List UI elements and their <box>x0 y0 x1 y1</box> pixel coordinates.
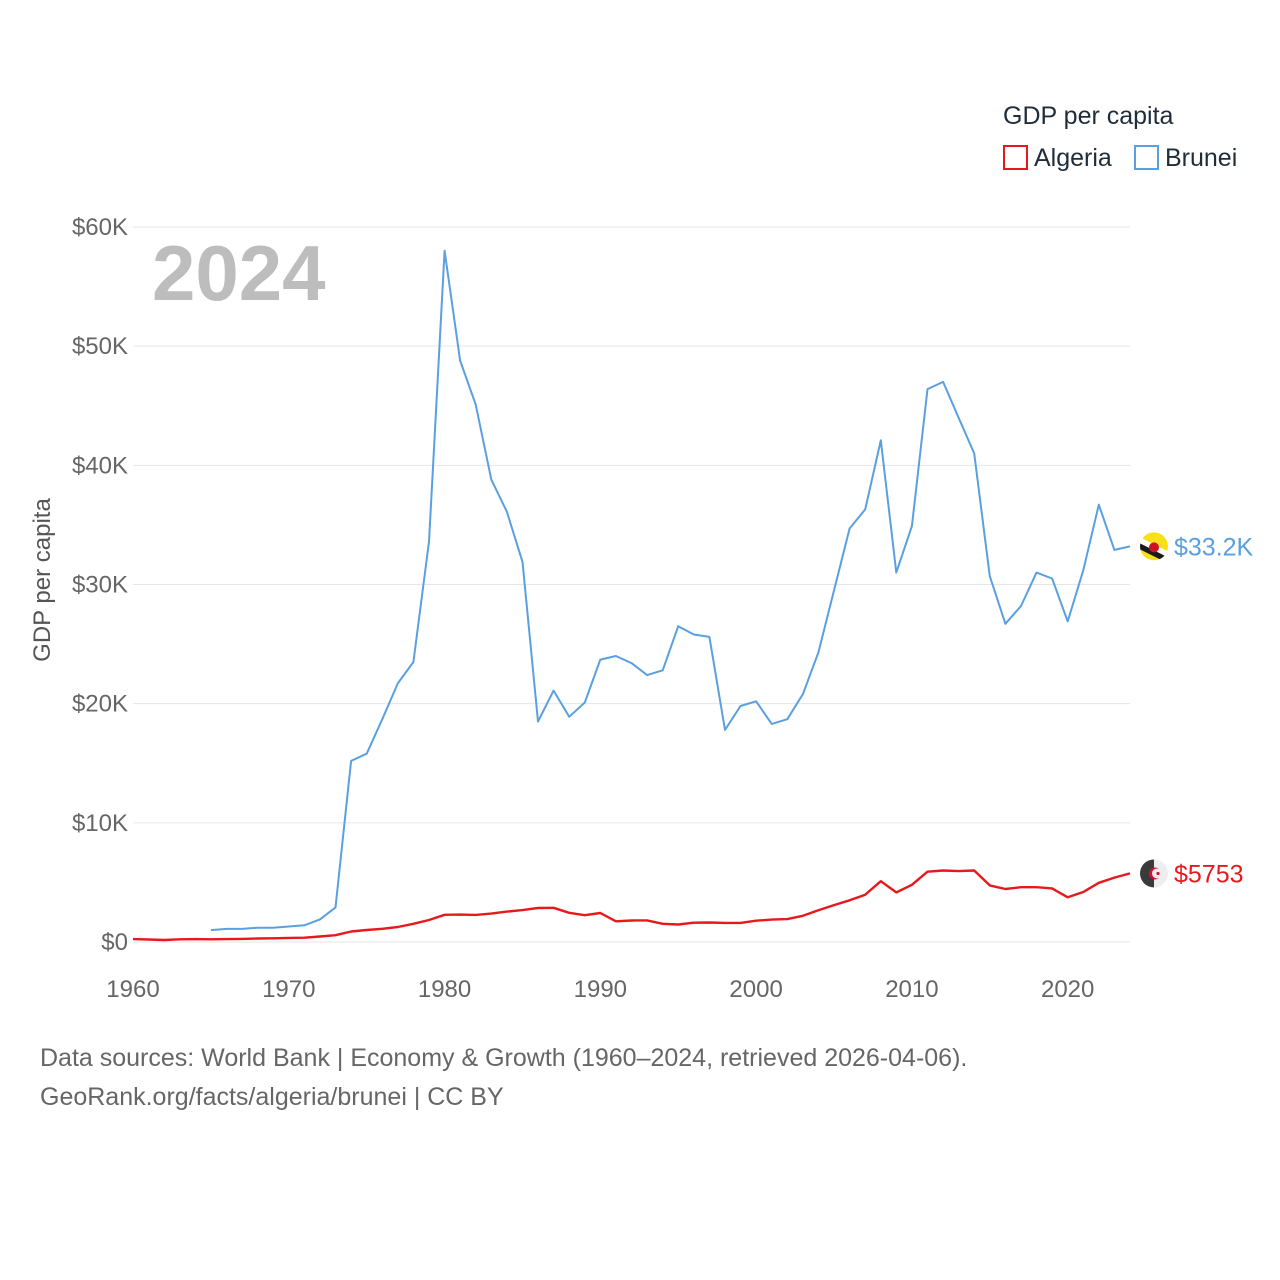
algeria-flag-icon <box>1140 859 1168 888</box>
x-tick-label: 2020 <box>1041 976 1094 1003</box>
x-tick-label: 2010 <box>885 976 938 1003</box>
y-tick-label: $60K <box>72 214 128 241</box>
legend-label-brunei: Brunei <box>1165 144 1237 172</box>
legend-title: GDP per capita <box>1003 102 1174 130</box>
y-tick-label: $30K <box>72 572 128 599</box>
x-axis-ticks: 1960 1970 1980 1990 2000 2010 2020 <box>106 976 1094 1003</box>
series-line-algeria <box>132 869 1131 942</box>
y-tick-label: $10K <box>72 810 128 837</box>
x-tick-label: 1990 <box>574 976 627 1003</box>
y-tick-label: $0 <box>101 929 128 956</box>
year-overlay: 2024 <box>152 229 326 317</box>
legend-swatch-brunei <box>1134 145 1159 170</box>
series-line-brunei <box>210 249 1131 932</box>
gridlines <box>133 226 1130 943</box>
y-tick-label: $40K <box>72 452 128 479</box>
footer-credit: GeoRank.org/facts/algeria/brunei | CC BY <box>40 1083 504 1111</box>
x-tick-label: 1980 <box>418 976 471 1003</box>
footer-sources: Data sources: World Bank | Economy & Gro… <box>40 1044 968 1072</box>
brunei-end-label: $33.2K <box>1174 533 1254 561</box>
algeria-end-label: $5753 <box>1174 860 1244 888</box>
legend: GDP per capita Algeria Brunei <box>1003 102 1237 172</box>
series-lines <box>132 249 1131 942</box>
legend-label-algeria: Algeria <box>1034 144 1112 172</box>
x-tick-label: 2000 <box>729 976 782 1003</box>
y-axis-label: GDP per capita <box>29 498 56 662</box>
y-tick-label: $20K <box>72 691 128 718</box>
x-tick-label: 1970 <box>262 976 315 1003</box>
y-tick-label: $50K <box>72 333 128 360</box>
y-axis-ticks: $0 $10K $20K $30K $40K $50K $60K <box>72 214 128 956</box>
x-tick-label: 1960 <box>106 976 159 1003</box>
legend-swatch-algeria <box>1003 145 1028 170</box>
brunei-flag-icon <box>1140 532 1168 561</box>
